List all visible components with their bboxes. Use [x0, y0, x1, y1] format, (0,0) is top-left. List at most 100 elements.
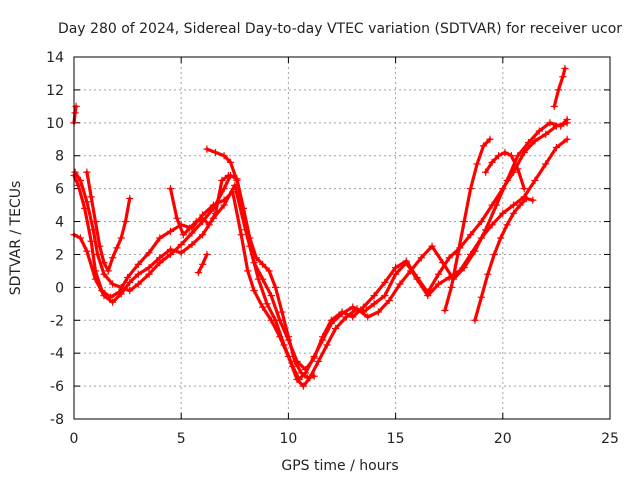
x-tick-label: 15: [387, 431, 405, 447]
data-point-marker: [370, 291, 378, 300]
data-point-marker: [509, 201, 518, 209]
data-point-marker: [278, 308, 286, 316]
data-point-marker: [494, 152, 503, 160]
x-tick-label: 10: [279, 431, 297, 447]
data-point-marker: [297, 369, 305, 377]
y-tick-label: 10: [46, 116, 64, 132]
data-point-marker: [71, 109, 79, 117]
data-point-marker: [561, 64, 569, 73]
data-point-marker: [520, 148, 528, 157]
data-point-marker: [211, 209, 220, 217]
data-point-marker: [488, 201, 496, 209]
y-tick-label: 6: [55, 182, 64, 198]
data-point-marker: [250, 259, 258, 267]
data-point-marker: [259, 303, 267, 311]
data-series-prn-i: [482, 148, 528, 193]
data-point-marker: [310, 372, 318, 380]
data-point-marker: [108, 254, 117, 262]
data-point-marker: [117, 234, 125, 242]
series-trace: [168, 173, 230, 237]
data-point-marker: [514, 152, 522, 160]
data-point-marker: [477, 217, 485, 226]
data-point-marker: [177, 240, 185, 249]
data-point-marker: [486, 135, 494, 143]
y-tick-label: 12: [46, 83, 64, 99]
x-tick-label: 25: [601, 431, 619, 447]
data-point-marker: [535, 127, 543, 135]
data-point-marker: [93, 250, 102, 259]
data-point-marker: [327, 316, 335, 324]
data-point-marker: [310, 354, 318, 362]
y-tick-label: 14: [46, 50, 64, 66]
data-series-prn-f: [166, 171, 232, 239]
data-point-marker: [224, 171, 232, 180]
chart-title: Day 280 of 2024, Sidereal Day-to-day VTE…: [58, 21, 622, 37]
y-tick-labels: -8 -6 -4 -2 0 2 4 6 8 10 12 14: [46, 50, 64, 428]
data-point-marker: [83, 247, 91, 255]
data-point-marker: [542, 130, 550, 138]
data-point-marker: [499, 209, 507, 217]
data-point-marker: [108, 298, 117, 306]
plot-area: [70, 64, 571, 390]
data-point-marker: [531, 137, 539, 145]
data-point-marker: [509, 168, 518, 176]
data-point-marker: [220, 152, 228, 160]
data-point-marker: [323, 341, 331, 349]
data-point-marker: [237, 231, 245, 239]
data-point-marker: [563, 135, 571, 143]
data-point-marker: [477, 293, 485, 301]
data-point-marker: [239, 204, 247, 212]
data-point-marker: [467, 231, 475, 239]
data-point-marker: [563, 119, 571, 127]
data-point-marker: [186, 224, 194, 232]
data-point-marker: [194, 268, 202, 277]
data-point-marker: [522, 194, 530, 203]
data-point-marker: [353, 305, 361, 313]
data-point-marker: [71, 168, 79, 176]
data-point-marker: [490, 250, 498, 259]
data-point-marker: [550, 102, 558, 110]
data-point-marker: [370, 300, 378, 308]
data-point-marker: [126, 287, 134, 295]
data-point-marker: [74, 181, 82, 189]
plot-frame: [73, 56, 611, 420]
data-point-marker: [199, 260, 207, 268]
data-point-marker: [428, 242, 436, 250]
data-point-marker: [460, 264, 468, 272]
data-point-marker: [482, 226, 490, 234]
data-point-marker: [100, 259, 108, 267]
y-tick-label: 0: [55, 280, 64, 296]
data-point-marker: [413, 273, 421, 282]
data-point-marker: [374, 308, 383, 316]
data-point-marker: [531, 176, 539, 185]
data-point-marker: [246, 234, 254, 242]
x-tick-label: 20: [494, 431, 512, 447]
data-point-marker: [91, 217, 100, 226]
data-point-marker: [509, 209, 518, 217]
data-point-marker: [441, 306, 449, 314]
data-point-marker: [267, 291, 275, 300]
data-point-marker: [100, 291, 108, 300]
data-point-marker: [76, 176, 85, 185]
data-series-prn-h: [441, 135, 494, 314]
data-point-marker: [220, 201, 228, 209]
data-point-marker: [209, 201, 217, 209]
data-point-marker: [199, 214, 207, 222]
data-point-marker: [76, 234, 85, 242]
data-point-marker: [542, 160, 550, 168]
data-point-marker: [546, 119, 554, 127]
data-series-prn-g: [471, 194, 537, 324]
data-point-marker: [499, 185, 507, 193]
data-point-marker: [250, 287, 258, 295]
data-series-prn-b: [70, 115, 571, 390]
data-point-marker: [83, 198, 91, 206]
data-point-marker: [471, 247, 479, 255]
data-point-marker: [381, 278, 389, 287]
data-point-marker: [156, 234, 164, 242]
data-point-marker: [117, 290, 125, 298]
data-point-marker: [299, 382, 308, 390]
x-axis-label: GPS time / hours: [281, 458, 398, 474]
data-point-marker: [434, 280, 443, 288]
